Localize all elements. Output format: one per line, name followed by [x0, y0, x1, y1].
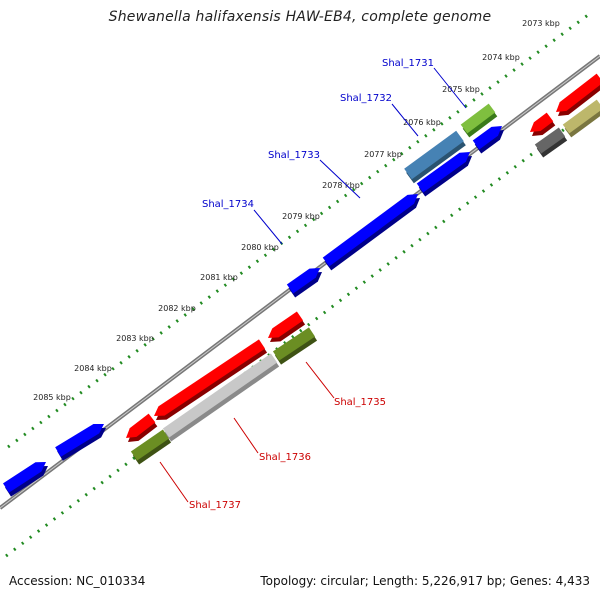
feature-olive-left[interactable]	[130, 429, 170, 461]
accession-text: Accession: NC_010334	[9, 574, 146, 588]
tick-label: 2079 kbp	[282, 212, 320, 221]
inner-tick-track	[5, 100, 600, 558]
tick-label: 2084 kbp	[74, 364, 112, 373]
tick-label: 2075 kbp	[442, 85, 480, 94]
gene-label-shal-1736[interactable]: Shal_1736	[259, 452, 311, 463]
feature-green[interactable]	[460, 103, 496, 134]
feature-blue-left[interactable]	[55, 423, 104, 457]
feature-blue-far-left[interactable]	[3, 462, 47, 493]
gene-label-shal-1732[interactable]: Shal_1732	[340, 93, 392, 104]
topology-text: Topology: circular; Length: 5,226,917 bp…	[260, 574, 590, 588]
feature-olive-right[interactable]	[272, 327, 316, 361]
tick-label: 2081 kbp	[200, 273, 238, 282]
tick-label: 2076 kbp	[403, 118, 441, 127]
tick-label: 2077 kbp	[364, 150, 402, 159]
tick-label: 2073 kbp	[522, 19, 560, 28]
tick-label: 2082 kbp	[158, 304, 196, 313]
feature-grey-long[interactable]	[162, 353, 278, 438]
tick-label: 2083 kbp	[116, 334, 154, 343]
gene-leader-line	[159, 461, 189, 503]
gene-label-shal-1735[interactable]: Shal_1735	[334, 397, 386, 408]
feature-shal-1737[interactable]	[126, 413, 156, 438]
map-title: Shewanella halifaxensis HAW-EB4, complet…	[108, 9, 492, 25]
gene-leader-line	[391, 103, 419, 137]
feature-shal-1733[interactable]	[322, 194, 418, 267]
gene-leader-line	[319, 159, 361, 199]
gene-leader-line	[233, 417, 259, 454]
feature-khaki[interactable]	[562, 99, 600, 134]
gene-leader-line	[433, 67, 467, 109]
gene-label-shal-1734[interactable]: Shal_1734	[202, 199, 254, 210]
gene-label-shal-1733[interactable]: Shal_1733	[268, 150, 320, 161]
tick-label: 2085 kbp	[33, 393, 71, 402]
feature-shal-1736[interactable]	[154, 339, 266, 416]
gene-leader-line	[305, 361, 335, 399]
gene-leader-line	[253, 209, 283, 245]
gene-label-shal-1731[interactable]: Shal_1731	[382, 58, 434, 69]
feature-shal-1735[interactable]	[268, 311, 304, 338]
feature-red-right-b[interactable]	[556, 73, 600, 112]
outer-tick-track	[7, 10, 593, 449]
feature-blue-mid[interactable]	[416, 152, 470, 193]
tick-label: 2080 kbp	[241, 243, 279, 252]
tick-label: 2078 kbp	[322, 181, 360, 190]
feature-red-right-a[interactable]	[530, 112, 554, 132]
feature-dark-grey[interactable]	[534, 127, 566, 154]
gene-label-shal-1737[interactable]: Shal_1737	[189, 500, 241, 511]
tick-label: 2074 kbp	[482, 53, 520, 62]
feature-shal-1731[interactable]	[472, 126, 502, 150]
feature-shal-1732[interactable]	[404, 130, 464, 180]
feature-shal-1734[interactable]	[286, 268, 320, 294]
